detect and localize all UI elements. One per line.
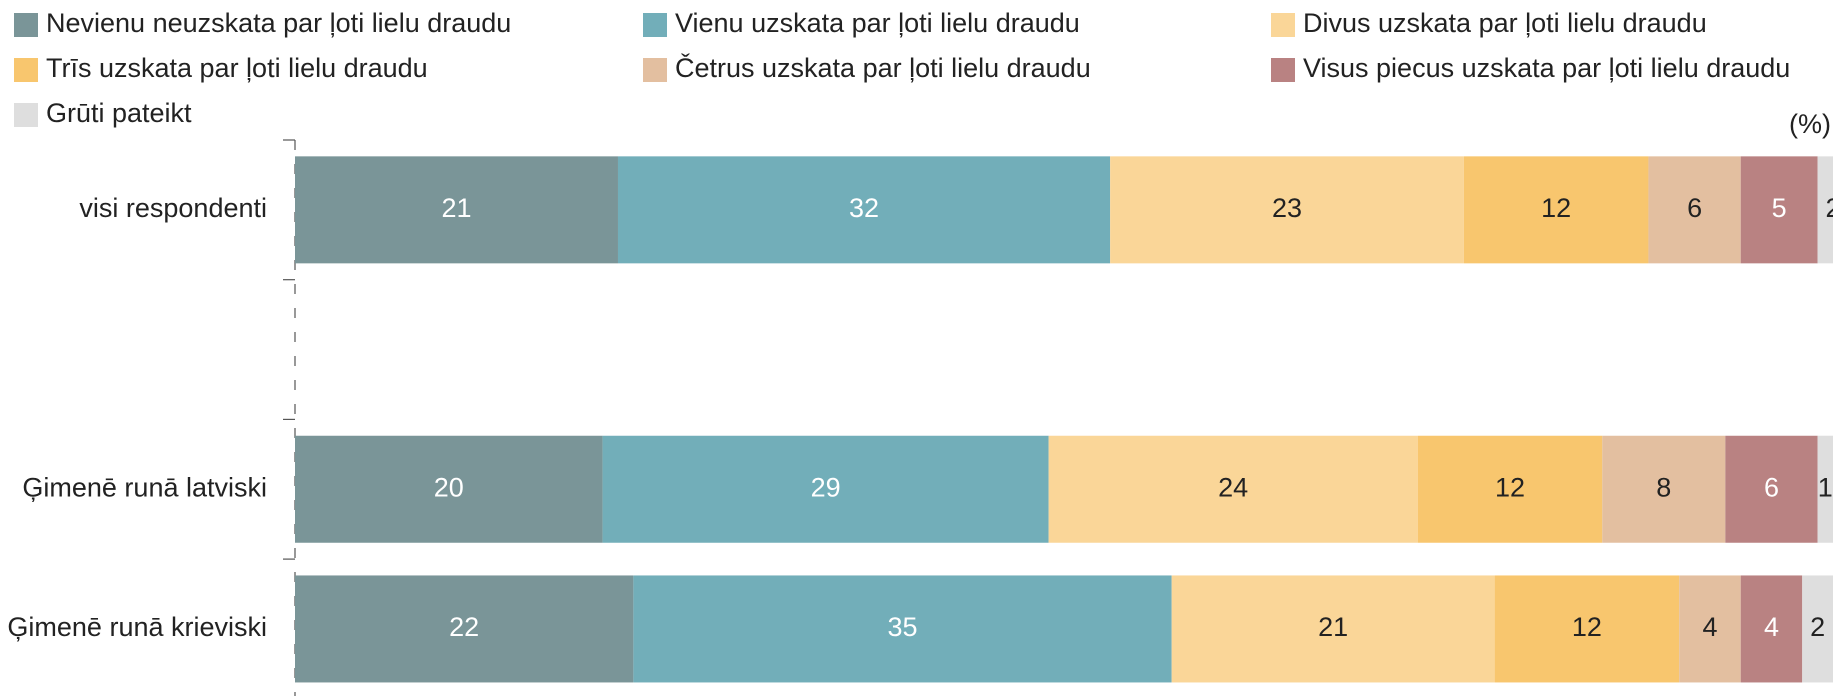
value-label: 12: [1572, 612, 1602, 642]
bar-segment: [633, 575, 1172, 683]
value-label: 21: [441, 193, 471, 223]
bar-segment: [1817, 435, 1833, 543]
legend-swatch: [643, 13, 667, 37]
legend-label: Visus piecus uzskata par ļoti lielu drau…: [1303, 53, 1790, 83]
bar-segment: [617, 156, 1111, 264]
legend-swatch: [1271, 13, 1295, 37]
bar-segment: [1171, 575, 1495, 683]
bar-segment: [1802, 575, 1833, 683]
bar-segment: [1602, 435, 1726, 543]
value-label: 4: [1702, 612, 1717, 642]
legend-swatch: [643, 58, 667, 82]
category-label: visi respondenti: [79, 193, 267, 223]
value-label: 29: [811, 472, 841, 502]
category-label: Ģimenē runā latviski: [22, 472, 267, 502]
value-label: 22: [449, 612, 479, 642]
bar-segment: [1417, 435, 1603, 543]
value-label: 2: [1810, 612, 1825, 642]
legend-label: Četrus uzskata par ļoti lielu draudu: [675, 52, 1091, 83]
bar-segment: [1817, 156, 1833, 264]
value-label: 35: [887, 612, 917, 642]
unit-label: (%): [1789, 109, 1831, 139]
bar-segment: [1740, 156, 1818, 264]
bar-segment: [1725, 435, 1818, 543]
legend-swatch: [1271, 58, 1295, 82]
legend-swatch: [14, 103, 38, 127]
value-label: 24: [1218, 472, 1248, 502]
value-label: 6: [1764, 472, 1779, 502]
value-label: 12: [1541, 193, 1571, 223]
bar-segment: [1463, 156, 1649, 264]
value-label: 21: [1318, 612, 1348, 642]
legend-label: Grūti pateikt: [46, 98, 192, 128]
value-label: 32: [849, 193, 879, 223]
legend-label: Divus uzskata par ļoti lielu draudu: [1303, 8, 1707, 38]
value-label: 20: [434, 472, 464, 502]
bar-segment: [1648, 156, 1741, 264]
bar-segment: [295, 435, 603, 543]
value-label: 8: [1656, 472, 1671, 502]
bar-segment: [602, 435, 1049, 543]
value-label: 23: [1272, 193, 1302, 223]
bar-segment: [295, 156, 618, 264]
value-label: 12: [1495, 472, 1525, 502]
bar-segment: [295, 575, 634, 683]
bar-segment: [1679, 575, 1741, 683]
value-label: 1: [1818, 472, 1833, 502]
bar-segment: [1048, 435, 1418, 543]
legend-label: Nevienu neuzskata par ļoti lielu draudu: [46, 8, 511, 38]
bar-segment: [1494, 575, 1680, 683]
legend-label: Vienu uzskata par ļoti lielu draudu: [675, 8, 1080, 38]
value-label: 5: [1772, 193, 1787, 223]
legend-label: Trīs uzskata par ļoti lielu draudu: [46, 53, 428, 83]
category-label: Ģimenē runā krieviski: [7, 612, 267, 642]
value-label: 2: [1825, 193, 1833, 223]
value-label: 6: [1687, 193, 1702, 223]
value-label: 4: [1764, 612, 1779, 642]
legend-swatch: [14, 58, 38, 82]
bar-segment: [1740, 575, 1803, 683]
legend-swatch: [14, 13, 38, 37]
bar-segment: [1110, 156, 1464, 264]
